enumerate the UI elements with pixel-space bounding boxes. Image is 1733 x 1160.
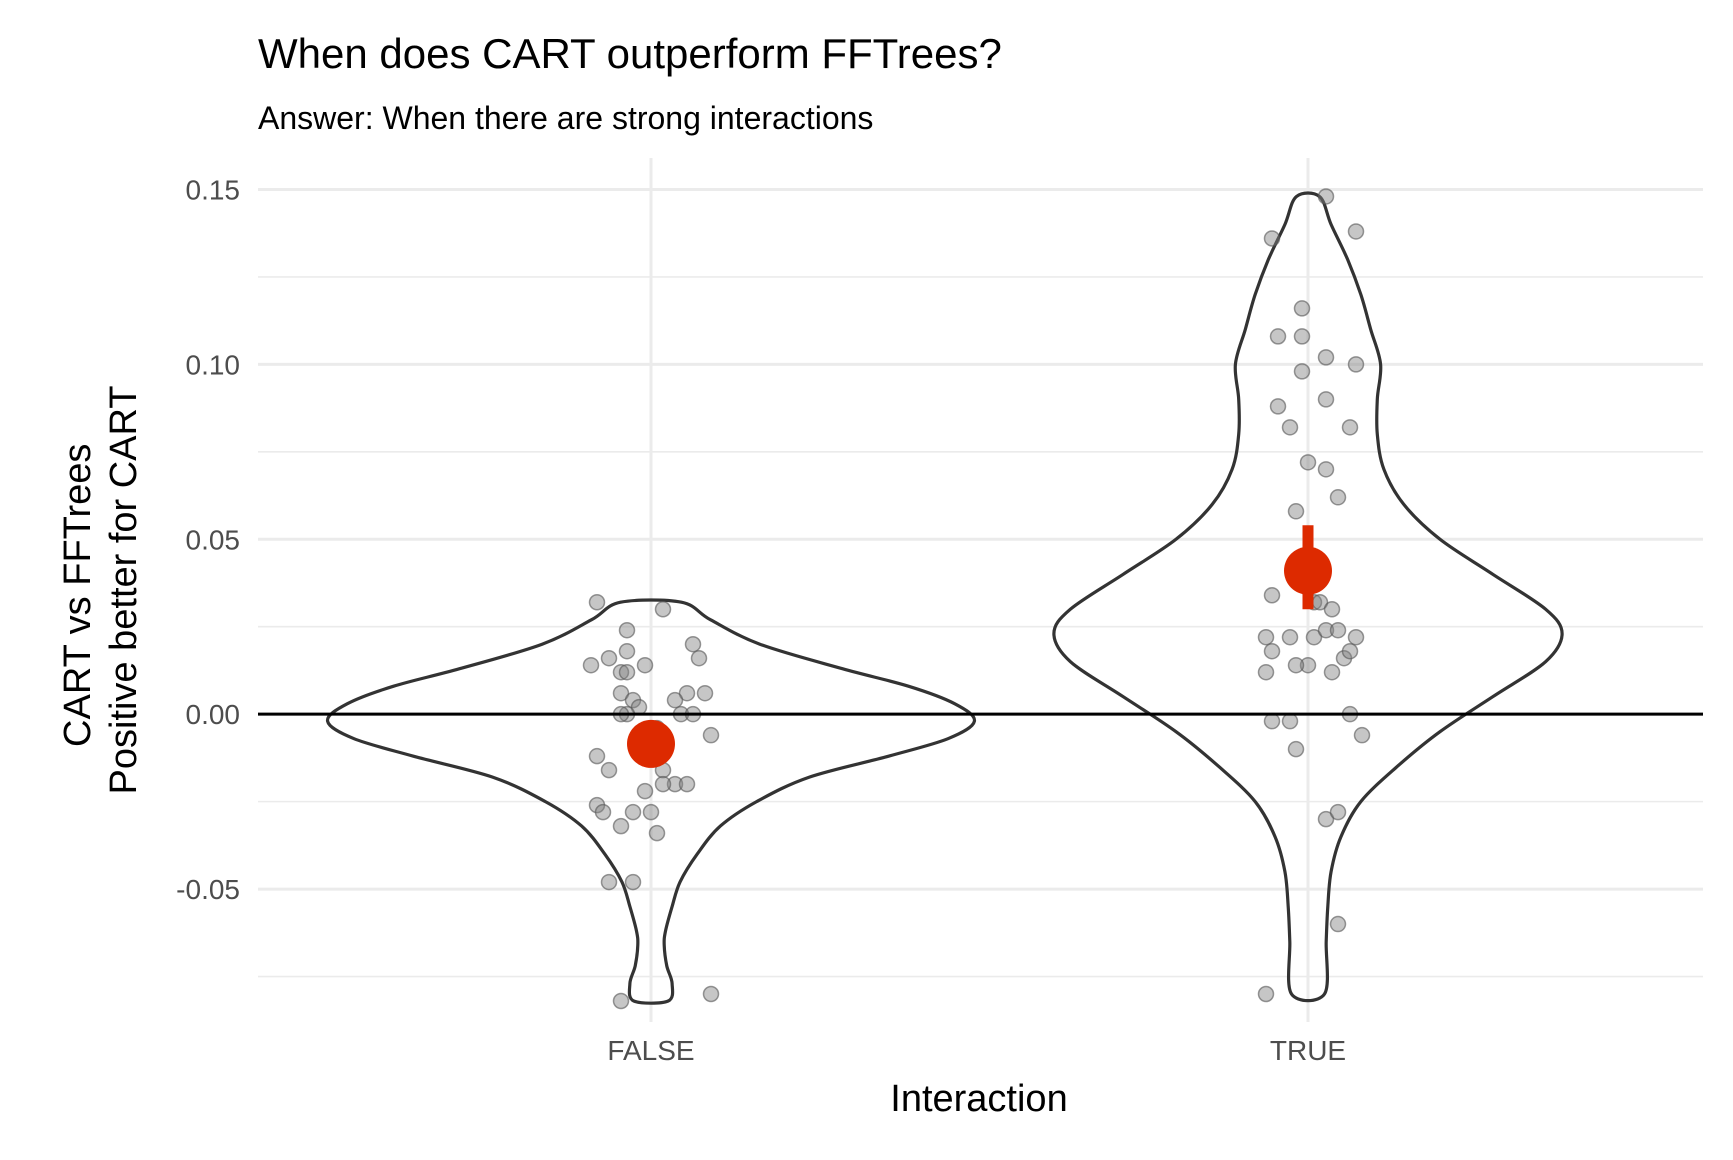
data-point <box>594 803 612 821</box>
data-point <box>1281 628 1299 646</box>
data-point <box>612 684 630 702</box>
data-point <box>612 817 630 835</box>
data-point <box>1281 419 1299 436</box>
data-point <box>1287 740 1305 758</box>
data-point <box>1317 188 1335 205</box>
chart-subtitle: Answer: When there are strong interactio… <box>258 100 873 136</box>
data-point <box>600 761 618 779</box>
x-axis-ticks: FALSE TRUE <box>607 1035 1346 1066</box>
data-point <box>636 782 654 800</box>
mean-marker-true <box>1284 546 1332 595</box>
data-point <box>600 873 618 891</box>
gridlines <box>258 158 1703 1022</box>
data-points <box>582 188 1371 1010</box>
data-point <box>624 873 642 891</box>
data-point <box>1269 398 1287 415</box>
data-point <box>1299 454 1317 471</box>
data-point <box>1263 230 1281 247</box>
data-point <box>1281 712 1299 730</box>
data-point <box>1299 656 1317 674</box>
y-axis-title-line-1: CART vs FFTrees <box>57 444 99 747</box>
data-point <box>612 992 630 1010</box>
mean-marker-false <box>627 719 675 768</box>
data-point <box>1287 503 1305 520</box>
data-point <box>588 747 606 765</box>
data-point <box>1317 810 1335 828</box>
data-point <box>636 656 654 674</box>
data-point <box>1269 328 1287 345</box>
data-point <box>666 691 684 709</box>
data-point <box>1257 985 1275 1003</box>
data-point <box>702 985 720 1003</box>
data-point <box>1323 600 1341 618</box>
chart-title: When does CART outperform FFTrees? <box>258 30 1002 77</box>
data-point <box>1263 586 1281 604</box>
data-point <box>690 649 708 667</box>
violin-true <box>1052 191 1564 1003</box>
data-point <box>612 663 630 681</box>
mean-markers <box>627 525 1332 768</box>
data-point <box>1329 489 1347 506</box>
data-point <box>648 824 666 842</box>
data-point <box>1317 391 1335 408</box>
y-tick-label: 0.05 <box>186 524 241 555</box>
y-tick-label: 0.15 <box>186 174 241 205</box>
data-point <box>1347 223 1365 240</box>
data-point <box>618 642 636 660</box>
data-point <box>1305 628 1323 646</box>
data-point <box>1293 328 1311 345</box>
y-axis-ticks: -0.05 0.00 0.05 0.10 0.15 <box>176 174 240 905</box>
y-tick-label: -0.05 <box>176 874 240 905</box>
data-point <box>600 649 618 667</box>
data-point <box>1341 642 1359 660</box>
y-tick-label: 0.00 <box>186 699 241 730</box>
data-point <box>618 621 636 639</box>
data-point <box>696 684 714 702</box>
data-point <box>1341 419 1359 436</box>
data-point <box>654 775 672 793</box>
data-point <box>582 656 600 674</box>
data-point <box>624 803 642 821</box>
data-point <box>678 684 696 702</box>
data-point <box>702 726 720 744</box>
data-point <box>1317 461 1335 478</box>
data-point <box>1293 300 1311 317</box>
data-point <box>1287 656 1305 674</box>
x-tick-label: TRUE <box>1270 1035 1346 1066</box>
data-point <box>678 775 696 793</box>
y-axis-title: CART vs FFTrees Positive better for CART <box>57 385 145 794</box>
violins <box>325 191 1564 1005</box>
data-point <box>1329 803 1347 821</box>
data-point <box>1329 621 1347 639</box>
data-point <box>1347 628 1365 646</box>
data-point <box>1293 363 1311 380</box>
data-point <box>1257 663 1275 681</box>
data-point <box>654 600 672 618</box>
data-point <box>1317 349 1335 366</box>
data-point <box>1263 712 1281 730</box>
x-axis-title: Interaction <box>890 1078 1067 1120</box>
data-point <box>1347 356 1365 373</box>
x-tick-label: FALSE <box>607 1035 694 1066</box>
data-point <box>666 775 684 793</box>
data-point <box>1263 642 1281 660</box>
data-point <box>642 803 660 821</box>
data-point <box>1353 726 1371 744</box>
data-point <box>684 635 702 653</box>
data-point <box>1329 915 1347 933</box>
y-axis-title-line-2: Positive better for CART <box>103 385 145 794</box>
data-point <box>1323 663 1341 681</box>
data-point <box>618 663 636 681</box>
data-point <box>588 593 606 611</box>
data-point <box>1257 628 1275 646</box>
data-point <box>1317 621 1335 639</box>
y-tick-label: 0.10 <box>186 349 241 380</box>
